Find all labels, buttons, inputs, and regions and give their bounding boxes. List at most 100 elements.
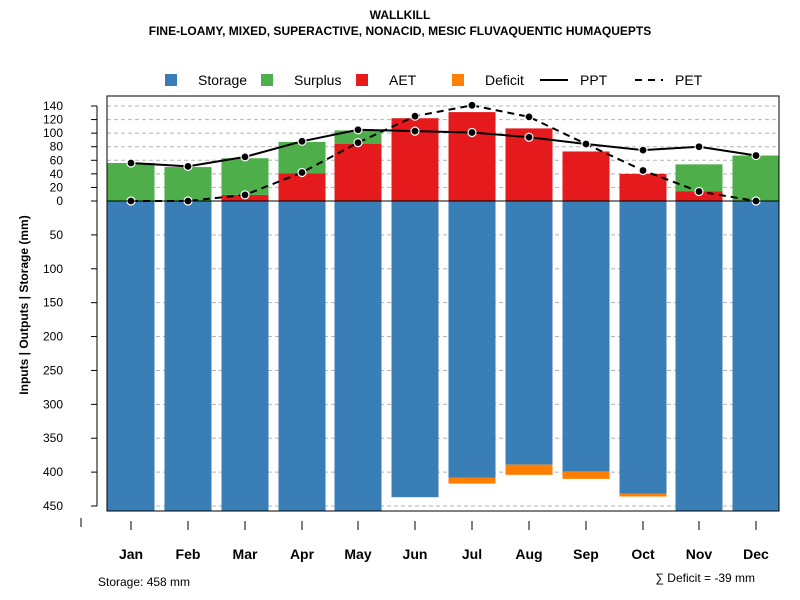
y-tick-label: 100 (43, 126, 63, 140)
ppt-point (694, 142, 704, 152)
y-tick-label: 60 (50, 153, 64, 167)
legend-label: PET (675, 72, 703, 88)
y-tick-label: 140 (43, 99, 63, 113)
bar-storage (619, 201, 667, 494)
pet-point (638, 165, 648, 176)
ppt-point (353, 125, 363, 135)
legend: Storage Surplus AET Deficit PPT PET (165, 72, 703, 88)
legend-item: Storage (165, 72, 247, 88)
bar-storage (391, 201, 439, 498)
ppt-point (240, 152, 250, 162)
y-tick-label: 150 (43, 296, 63, 310)
bar-deficit (562, 471, 610, 479)
y-tick-label: 450 (43, 499, 63, 513)
legend-swatch (165, 74, 177, 86)
bar-aet (334, 144, 382, 201)
bar-aet (562, 151, 610, 201)
x-tick-label: Feb (176, 546, 201, 562)
bar-deficit (448, 477, 496, 484)
y-tick-label: 40 (50, 167, 64, 181)
bar-surplus (334, 130, 382, 144)
legend-swatch (261, 74, 273, 86)
x-tick-label: Jun (403, 546, 428, 562)
y-tick-label: 250 (43, 363, 63, 377)
bar-deficit (619, 493, 667, 497)
bar-storage (164, 201, 212, 512)
ppt-point (410, 126, 420, 136)
legend-swatch (356, 74, 368, 86)
bar-deficit (505, 464, 553, 475)
bar-storage (675, 201, 723, 512)
legend-item: Deficit (452, 72, 524, 88)
x-tick-label: Dec (743, 546, 769, 562)
y-tick-label: 350 (43, 431, 63, 445)
bar-storage (562, 201, 610, 472)
y-tick-label: 300 (43, 397, 63, 411)
legend-label: AET (389, 72, 417, 88)
pet-point (467, 100, 477, 110)
ppt-line (130, 128, 757, 168)
x-tick-label: Aug (515, 546, 542, 562)
x-tick-label: Sep (573, 546, 599, 562)
ppt-point (524, 132, 534, 142)
legend-item: AET (356, 72, 417, 88)
pet-point (353, 138, 363, 148)
y-tick-label: 0 (56, 194, 63, 208)
bar-storage (732, 201, 780, 512)
bar-surplus (732, 155, 780, 201)
bar-storage (221, 201, 269, 512)
deficit-footer: ∑ Deficit = -39 mm (655, 571, 755, 585)
ppt-point (183, 161, 193, 171)
bar-aet (675, 191, 723, 201)
bars (107, 112, 780, 512)
bar-storage (107, 201, 155, 512)
pet-line (131, 104, 757, 202)
x-tick-label: May (344, 546, 371, 562)
legend-item: PPT (540, 72, 608, 88)
ppt-point (638, 145, 648, 155)
y-tick-label: 120 (43, 113, 63, 127)
legend-label: Surplus (294, 72, 341, 88)
bar-aet (278, 173, 326, 201)
bar-aet (448, 112, 496, 201)
pet-point (524, 112, 534, 122)
chart-subtitle: FINE-LOAMY, MIXED, SUPERACTIVE, NONACID,… (149, 24, 651, 38)
y-tick-label: 400 (43, 465, 63, 479)
y-tick-label: 200 (43, 330, 63, 344)
axes: 0204060801001201405010015020025030035040… (43, 95, 780, 562)
pet-point (694, 186, 704, 197)
ppt-point (126, 158, 136, 168)
ppt-point (297, 136, 307, 146)
pet-point (410, 111, 420, 121)
x-tick-label: Jan (119, 546, 143, 562)
legend-item: Surplus (261, 72, 341, 88)
bar-storage (334, 201, 382, 512)
legend-label: PPT (580, 72, 608, 88)
x-tick-label: Jul (462, 546, 482, 562)
x-tick-label: Oct (631, 546, 655, 562)
bar-storage (448, 201, 496, 478)
bar-surplus (221, 158, 269, 195)
ppt-point (467, 127, 477, 138)
x-tick-label: Apr (290, 546, 315, 562)
ppt-point (581, 139, 591, 149)
y-tick-label: 100 (43, 262, 63, 276)
plot-frame (106, 95, 780, 512)
pet-point (297, 167, 307, 178)
y-axis-title: Inputs | Outputs | Storage (mm) (17, 215, 31, 394)
y-tick-label: 50 (50, 228, 64, 242)
bar-surplus (164, 167, 212, 201)
pet-point (240, 190, 250, 200)
legend-swatch (452, 74, 464, 86)
bar-surplus (107, 163, 155, 201)
gridlines (107, 105, 779, 507)
x-tick-label: Mar (233, 546, 258, 562)
lines (126, 100, 761, 206)
legend-item: PET (635, 72, 703, 88)
legend-label: Storage (198, 72, 247, 88)
x-tick-label: Nov (686, 546, 713, 562)
y-tick-label: 20 (50, 180, 64, 194)
bar-aet (619, 173, 667, 201)
legend-label: Deficit (485, 72, 524, 88)
ppt-point (751, 150, 761, 161)
